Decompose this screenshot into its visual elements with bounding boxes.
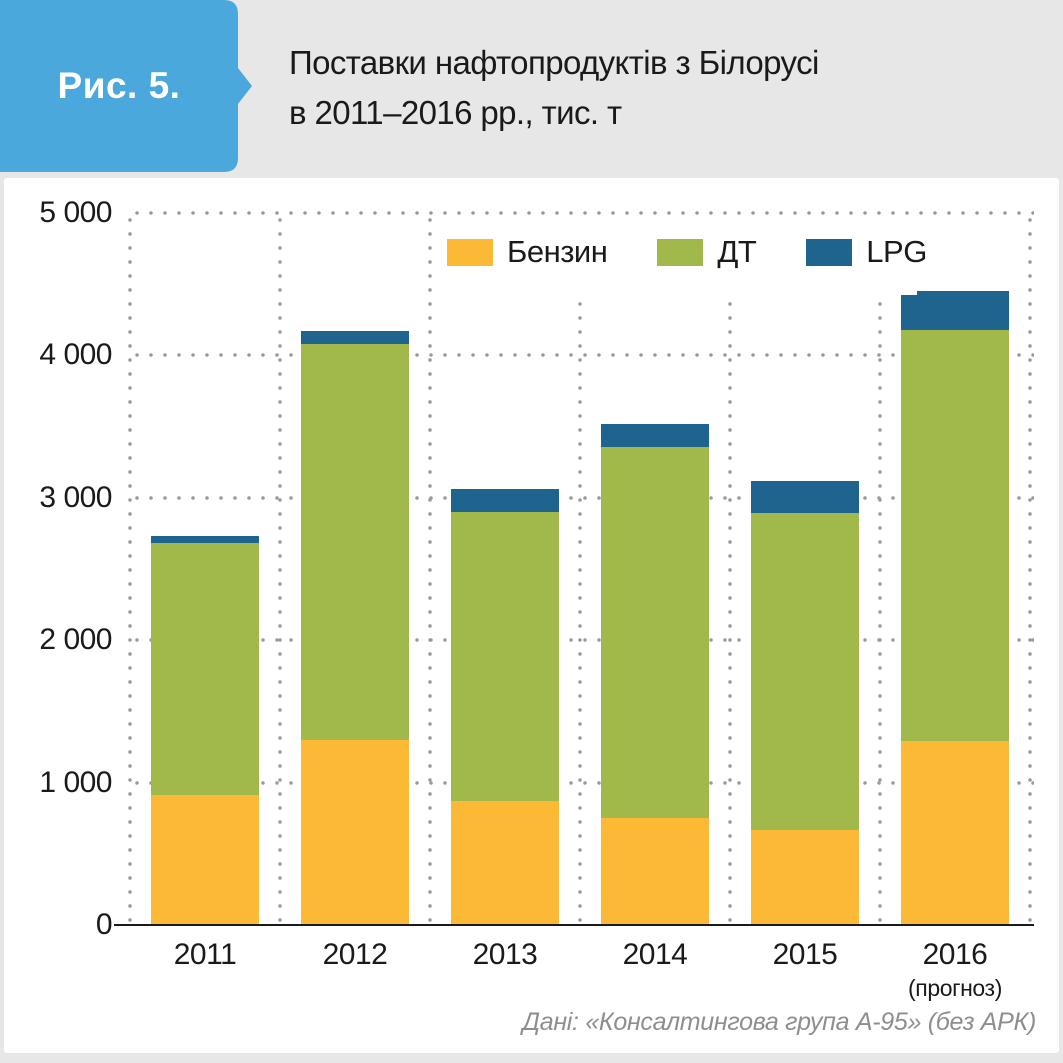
x-axis-label-2016: 2016 [922,938,988,971]
figure-badge: Рис. 5. [0,0,254,174]
legend-swatch-ДТ [657,238,704,266]
gridline-horizontal-1000 [130,780,1034,785]
legend-item-Бензин: Бензин [447,234,608,270]
y-axis-label-4000: 4 000 [39,338,112,372]
y-axis-label-0: 0 [95,908,113,941]
x-axis-note-2016: (прогноз) [908,975,1002,1001]
x-axis-label-2015: 2015 [772,938,838,971]
x-axis-label-2012: 2012 [322,938,388,971]
chart-title: Поставки нафтопродуктів з Білорусі в 201… [289,38,819,138]
gridline-horizontal-2000 [130,638,1034,643]
bar-2012 [301,331,409,925]
bar-segment-Бензин-2013 [451,801,559,925]
x-axis-label-2013: 2013 [472,938,538,971]
y-axis-label-3000: 3 000 [39,480,112,514]
gridline-vertical-4 [728,213,732,925]
legend-item-LPG: LPG [806,234,927,270]
x-axis-line [114,924,1034,926]
gridline-vertical-5 [878,213,882,925]
y-axis-label-1000: 1 000 [39,765,112,799]
bar-2014 [601,423,709,925]
gridline-vertical-6 [1028,213,1032,925]
gridline-vertical-3 [578,213,582,925]
gridline-horizontal-4000 [130,353,1034,358]
bar-segment-LPG-2015 [751,480,859,514]
bar-segment-ДТ-2012 [301,344,409,740]
bar-segment-Бензин-2014 [601,818,709,925]
legend-label-ДТ: ДТ [717,234,757,269]
gridline-horizontal-5000 [130,211,1034,215]
bar-segment-LPG-2013 [451,489,559,513]
data-source-note: Дані: «Консалтингова група А-95» (без АР… [522,1008,1036,1036]
y-axis-label-2000: 2 000 [39,623,112,657]
bar-segment-ДТ-2015 [751,513,859,830]
bar-2013 [451,489,559,925]
legend: Бензин ДТ LPG [447,234,927,270]
legend-label-Бензин: Бензин [507,234,608,269]
bar-segment-Бензин-2015 [751,829,859,925]
gridline-vertical-2 [428,213,432,925]
gridline-horizontal-3000 [130,495,1034,500]
bar-segment-Бензин-2016 [901,741,1009,925]
bar-segment-ДТ-2014 [601,446,709,819]
bar-segment-Бензин-2012 [301,739,409,925]
legend-label-LPG: LPG [866,234,927,269]
x-axis-label-2014: 2014 [622,938,688,971]
chart-title-line1: Поставки нафтопродуктів з Білорусі [289,44,819,81]
bar-2015 [751,480,859,925]
figure-label: Рис. 5. [57,65,181,106]
legend-swatch-Бензин [447,238,493,266]
y-axis-label-5000: 5 000 [39,196,112,229]
gridline-vertical-0 [128,213,132,925]
bar-2011 [151,536,259,925]
bar-segment-LPG-2014 [601,423,709,447]
bar-segment-ДТ-2013 [451,512,559,802]
bar-segment-ДТ-2011 [151,543,259,796]
bar-2016 [901,291,1009,925]
bar-segment-LPG-2011 [151,536,259,544]
bar-segment-Бензин-2011 [151,795,259,925]
bar-segment-LPG-2012 [301,331,409,345]
gridline-vertical-1 [278,213,282,925]
chart-title-line2: в 2011–2016 рр., тис. т [289,94,622,131]
bar-segment-LPG-2016 [901,291,1009,330]
legend-swatch-LPG [806,238,853,266]
x-axis-label-2011: 2011 [173,938,237,971]
figure-badge-shape [0,0,252,172]
bar-segment-ДТ-2016 [901,329,1009,742]
legend-item-ДТ: ДТ [657,234,757,270]
